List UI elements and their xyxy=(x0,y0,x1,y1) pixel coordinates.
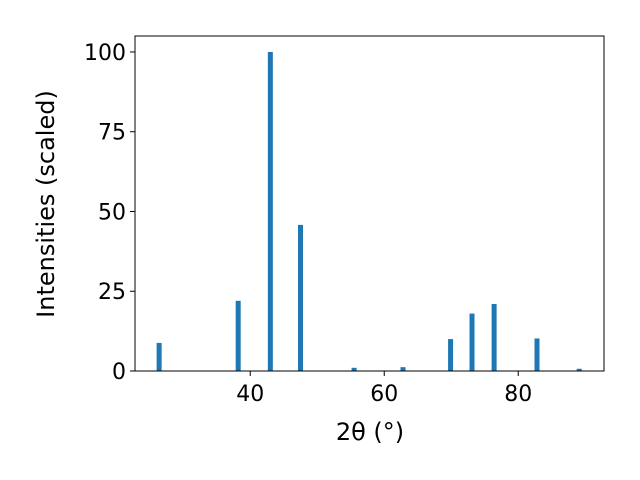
y-axis-label: Intensities (scaled) xyxy=(32,90,60,318)
bar xyxy=(156,342,162,371)
plot-frame xyxy=(134,35,605,372)
y-tick-label: 75 xyxy=(98,121,126,146)
y-tick-label: 25 xyxy=(98,280,126,305)
bar xyxy=(491,304,497,371)
bar xyxy=(351,367,357,371)
x-tick-label: 80 xyxy=(504,382,532,407)
bar xyxy=(235,300,241,371)
y-tick-label: 0 xyxy=(112,360,126,385)
x-tick-label: 40 xyxy=(236,382,264,407)
x-tick-label: 60 xyxy=(370,382,398,407)
bar xyxy=(576,368,582,371)
bar xyxy=(469,313,475,371)
bar xyxy=(267,51,273,371)
y-tick-label: 50 xyxy=(98,200,126,225)
bar xyxy=(534,338,540,371)
y-tick-label: 100 xyxy=(84,41,126,66)
bar xyxy=(448,339,454,371)
x-axis-label: 2θ (°) xyxy=(336,418,404,446)
bar xyxy=(297,224,303,371)
bar xyxy=(400,367,406,371)
